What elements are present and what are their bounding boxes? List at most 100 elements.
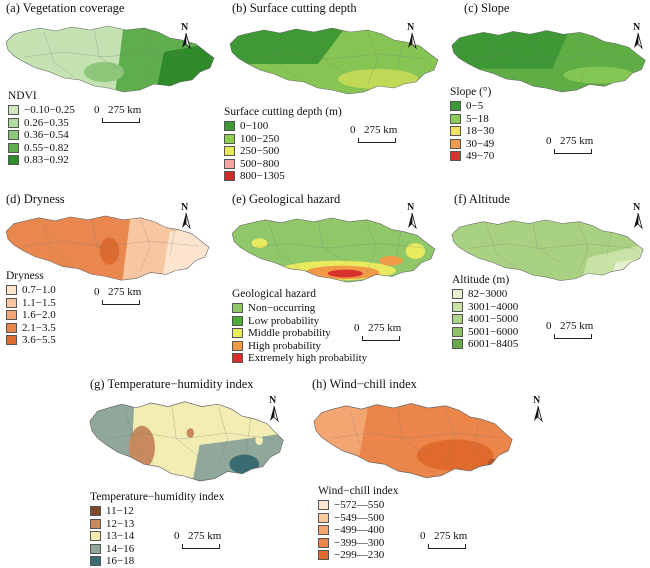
map-geological-hazard <box>231 217 436 283</box>
north-arrow-icon: N <box>630 22 646 50</box>
legend-swatch <box>6 335 17 346</box>
legend-item: −572—550 <box>318 499 398 512</box>
legend-label: 800−1305 <box>240 170 285 183</box>
legend-swatch <box>6 322 17 333</box>
legend-label: 1.1−1.5 <box>22 296 56 309</box>
legend-label: 0.83−0.92 <box>24 154 69 167</box>
legend-item: 14−16 <box>90 543 224 556</box>
legend-swatch <box>8 142 19 153</box>
legend-label: −499—400 <box>334 524 385 537</box>
north-arrow-icon: N <box>630 202 646 230</box>
legend-swatch <box>450 151 461 162</box>
legend-item: 5−18 <box>450 113 494 126</box>
legend-label: 49−70 <box>466 150 495 163</box>
legend-swatch <box>8 155 19 166</box>
legend-swatch <box>450 101 461 112</box>
legend-item: 82−3000 <box>452 288 518 301</box>
legend-swatch <box>6 310 17 321</box>
legend-item: 3.6−5.5 <box>6 334 56 347</box>
legend-item: 1.1−1.5 <box>6 297 56 310</box>
map-surface-cutting-depth <box>229 27 439 95</box>
legend-title: Temperature−humidity index <box>90 491 225 503</box>
north-arrow-icon: N <box>404 22 420 50</box>
legend-swatch <box>6 285 17 296</box>
legend-label: High probability <box>248 339 322 352</box>
panel-wind-chill-index: (h) Wind−chill index N Wind−chill index −… <box>310 375 550 566</box>
map-altitude <box>451 219 644 281</box>
map-temperature-humidity-index <box>89 401 284 482</box>
legend-swatch <box>224 171 235 182</box>
legend-label: 14−16 <box>106 542 135 555</box>
legend-label: 0.26−0.35 <box>24 116 69 129</box>
legend-item: 0.26−0.35 <box>8 117 75 130</box>
legend-title: Dryness <box>6 270 44 282</box>
legend-item: 0−100 <box>224 120 342 133</box>
legend-label: 3.6−5.5 <box>22 334 56 347</box>
legend-swatch <box>318 550 329 561</box>
legend-surface-cutting-depth: Surface cutting depth (m) 0−100 100−250 250… <box>224 106 342 183</box>
legend-label: 3001−4000 <box>468 300 519 313</box>
legend-label: −399—300 <box>334 536 385 549</box>
legend-label: 2.1−3.5 <box>22 321 56 334</box>
legend-item: Low probability <box>232 315 367 328</box>
legend-label: 16−18 <box>106 555 135 568</box>
legend-item: 0.83−0.92 <box>8 154 75 167</box>
legend-swatch <box>452 314 463 325</box>
legend-title: Altitude (m) <box>452 274 510 286</box>
legend-item: 100−250 <box>224 133 342 146</box>
legend-swatch <box>90 531 101 542</box>
legend-item: Non−occurring <box>232 302 367 315</box>
legend-item: 2.1−3.5 <box>6 322 56 335</box>
legend-swatch <box>452 289 463 300</box>
legend-label: 0.36−0.54 <box>24 129 69 142</box>
legend-label: 100−250 <box>240 132 280 145</box>
legend-label: 11−12 <box>106 505 134 518</box>
legend-label: 18−30 <box>466 125 495 138</box>
legend-item: 800−1305 <box>224 170 342 183</box>
legend-swatch <box>90 556 101 567</box>
map-dryness <box>5 215 210 281</box>
legend-swatch <box>232 353 243 364</box>
legend-swatch <box>318 500 329 511</box>
north-arrow-icon: N <box>178 202 194 230</box>
north-arrow-icon: N <box>178 22 194 50</box>
panel-geological-hazard: (e) Geological hazard N Geological hazar… <box>222 190 446 380</box>
legend-label: −0.10−0.25 <box>24 104 75 117</box>
legend-swatch <box>8 105 19 116</box>
legend-item: Extremely high probability <box>232 352 367 365</box>
map-slope <box>451 30 646 93</box>
legend-label: Non−occurring <box>248 302 316 315</box>
legend-label: −299—230 <box>334 549 385 562</box>
legend-label: 82−3000 <box>468 288 508 301</box>
legend-swatch <box>224 133 235 144</box>
legend-swatch <box>450 113 461 124</box>
legend-item: 49−70 <box>450 150 494 163</box>
panel-title: (a) Vegetation coverage <box>6 1 125 15</box>
panel-title: (f) Altitude <box>454 192 510 206</box>
legend-swatch <box>450 138 461 149</box>
legend-swatch <box>318 512 329 523</box>
legend-item: 0.55−0.82 <box>8 142 75 155</box>
legend-slope: Slope (°) 0−5 5−18 18−30 30−49 49−70 <box>450 86 494 163</box>
legend-item: 5001−6000 <box>452 326 518 339</box>
legend-swatch <box>8 130 19 141</box>
legend-item: 0−5 <box>450 100 494 113</box>
legend-label: 4001−5000 <box>468 313 519 326</box>
legend-ndvi: NDVI −0.10−0.25 0.26−0.35 0.36−0.54 0.55−0.8… <box>8 90 75 167</box>
legend-title: Slope (°) <box>450 86 492 98</box>
legend-item: −0.10−0.25 <box>8 104 75 117</box>
legend-title: Wind−chill index <box>318 485 399 497</box>
legend-swatch <box>224 121 235 132</box>
north-arrow-icon: N <box>530 395 546 423</box>
legend-swatch <box>232 328 243 339</box>
legend-item: −499—400 <box>318 524 398 537</box>
legend-swatch <box>232 340 243 351</box>
legend-item: −399—300 <box>318 537 398 550</box>
legend-swatch <box>8 117 19 128</box>
panel-altitude: (f) Altitude N Altitude (m) 82−3000 3001−4… <box>446 190 650 360</box>
legend-swatch <box>224 146 235 157</box>
panel-title: (b) Surface cutting depth <box>232 1 357 15</box>
legend-label: 0−100 <box>240 120 269 133</box>
legend-item: Middle probability <box>232 327 367 340</box>
legend-label: 0.55−0.82 <box>24 141 69 154</box>
